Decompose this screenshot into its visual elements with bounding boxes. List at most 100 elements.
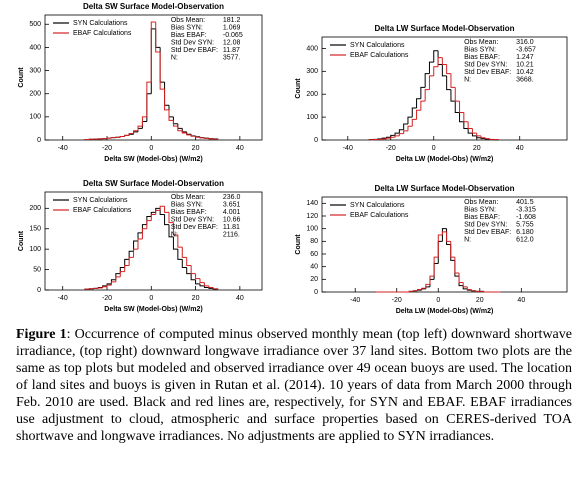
histogram-step	[186, 267, 192, 275]
histogram-step	[181, 128, 187, 133]
x-axis-label: Delta SW (Model-Obs) (W/m2)	[104, 306, 202, 313]
y-axis-label: Count	[18, 230, 25, 251]
histogram-step	[475, 290, 480, 292]
legend-label: SYN Calculations	[350, 42, 405, 49]
histogram-step	[450, 241, 455, 258]
histogram-step	[425, 286, 430, 289]
plot-frame	[44, 14, 263, 141]
histogram-step	[128, 133, 134, 136]
stat-label: Std Dev SYN:	[464, 221, 507, 228]
histogram-step	[446, 64, 451, 75]
stat-label: Bias EBAF:	[171, 32, 207, 39]
y-tick-label: 120	[306, 213, 318, 220]
y-tick-label: 400	[306, 45, 318, 52]
y-tick-label: 60	[310, 251, 318, 258]
stat-value: 181.2	[223, 17, 241, 24]
histogram-step	[128, 256, 134, 266]
histogram-step	[190, 134, 196, 137]
y-tick-label: 140	[306, 200, 318, 207]
stat-label: Obs Mean:	[464, 39, 498, 46]
histogram-step	[417, 289, 422, 291]
histogram-step	[119, 267, 125, 274]
legend-label: EBAF Calculations	[350, 212, 409, 219]
x-tick-label: 0	[149, 295, 153, 302]
histogram-step	[119, 271, 125, 277]
histogram-step	[412, 290, 418, 292]
histogram-step	[441, 57, 447, 65]
y-tick-label: 40	[310, 264, 318, 271]
histogram-step	[416, 109, 421, 120]
histogram-step	[471, 128, 477, 134]
stat-value: -3.657	[516, 46, 536, 53]
stat-label: Bias EBAF:	[171, 209, 207, 216]
histogram-step	[146, 220, 152, 229]
histogram-step	[190, 273, 196, 281]
histogram-step	[119, 136, 125, 138]
histogram-step	[421, 288, 426, 291]
histogram-step	[407, 116, 413, 124]
histogram-step	[428, 61, 434, 74]
stat-label: Obs Mean:	[464, 199, 498, 206]
histogram-step	[137, 127, 143, 132]
histogram-step	[476, 135, 482, 139]
histogram-step	[450, 89, 456, 102]
histogram-step	[177, 234, 183, 248]
y-tick-label: 0	[37, 137, 41, 144]
histogram-step	[164, 206, 169, 213]
stat-value: 10.21	[516, 61, 534, 68]
stat-value: 316.0	[516, 39, 534, 46]
histogram-step	[421, 287, 426, 290]
legend-label: EBAF Calculations	[73, 30, 132, 37]
histogram-step	[433, 66, 439, 76]
x-tick-label: 0	[436, 297, 440, 304]
stat-value: 5.755	[516, 221, 534, 228]
histogram-step	[411, 118, 417, 127]
stat-value: 1.247	[516, 54, 534, 61]
histogram-step	[164, 89, 169, 111]
histogram-step	[480, 135, 486, 139]
histogram-step	[199, 137, 205, 139]
x-tick-label: 20	[476, 297, 484, 304]
y-tick-label: 0	[37, 287, 41, 294]
histogram-step	[212, 138, 219, 140]
chart-title: Delta LW Surface Model-Observation	[374, 24, 514, 33]
histogram-step	[403, 130, 408, 134]
x-tick-label: -20	[102, 145, 112, 152]
histogram-step	[411, 107, 417, 118]
legend-label: EBAF Calculations	[73, 207, 132, 214]
stat-value: 10.66	[223, 216, 241, 223]
histogram-step	[195, 279, 200, 285]
stat-label: Bias SYN:	[171, 201, 203, 208]
stat-label: Std Dev EBAF:	[464, 69, 511, 76]
histogram-step	[133, 240, 138, 252]
histogram-step	[159, 52, 165, 90]
histogram-step	[437, 234, 443, 258]
chart-title: Delta SW Surface Model-Observation	[83, 179, 224, 188]
y-tick-label: 50	[33, 266, 41, 273]
histogram-step	[425, 283, 430, 289]
histogram-step	[133, 131, 138, 135]
histogram-step	[128, 133, 134, 136]
histogram-step	[124, 134, 130, 137]
histogram-step	[424, 73, 430, 88]
stat-label: Bias SYN:	[171, 24, 203, 31]
y-tick-label: 100	[306, 226, 318, 233]
histogram-step	[172, 236, 178, 250]
histogram-step	[463, 121, 469, 130]
histogram-step	[199, 283, 205, 287]
histogram-step	[459, 112, 464, 123]
histogram-step	[137, 238, 143, 250]
stat-value: 1.069	[223, 24, 241, 31]
x-tick-label: 20	[473, 145, 481, 152]
histogram-step	[429, 275, 435, 285]
y-axis-label: Count	[295, 234, 302, 255]
y-axis-label: Count	[295, 78, 302, 99]
caption: Figure 1: Occurrence of computed minus o…	[16, 326, 572, 445]
histogram-step	[212, 287, 219, 290]
stat-value: 10.42	[516, 69, 534, 76]
histogram-step	[186, 131, 192, 135]
histogram-step	[403, 123, 408, 130]
x-tick-label: -40	[350, 297, 360, 304]
histogram-step	[471, 133, 477, 137]
